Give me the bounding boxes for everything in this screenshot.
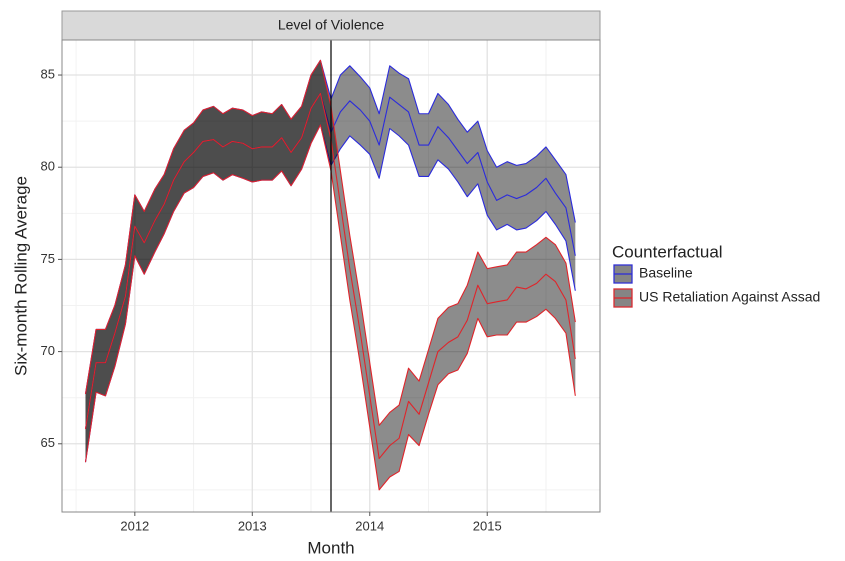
- strip-title: Level of Violence: [278, 17, 385, 33]
- y-tick-label: 75: [41, 251, 55, 266]
- plot-area: [84, 40, 576, 512]
- strip: [61, 10, 601, 41]
- x-axis-title: Month: [307, 538, 354, 557]
- x-tick-label: 2015: [473, 518, 502, 533]
- x-tick-label: 2014: [355, 518, 384, 533]
- legend: Baseline US Retaliation Against Assad: [613, 264, 820, 308]
- legend-label: Baseline: [639, 265, 693, 281]
- y-tick-label: 80: [41, 159, 55, 174]
- y-tick-label: 70: [41, 343, 55, 358]
- y-tick-label: 85: [41, 66, 55, 81]
- y-axis-title: Six-month Rolling Average: [11, 176, 30, 376]
- legend-title: Counterfactual: [612, 242, 723, 261]
- ribbon: [85, 60, 576, 463]
- x-tick-label: 2012: [120, 518, 149, 533]
- ribbon: [85, 60, 576, 490]
- legend-label: US Retaliation Against Assad: [639, 289, 820, 305]
- y-tick-label: 65: [41, 435, 55, 450]
- panel-border: [61, 39, 601, 513]
- x-tick-label: 2013: [238, 518, 267, 533]
